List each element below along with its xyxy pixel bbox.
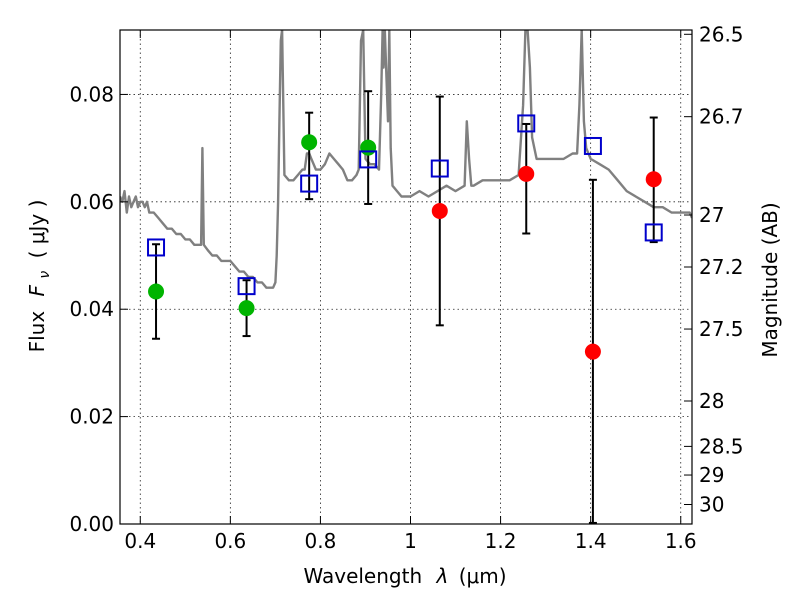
y2-axis-label: Magnitude (AB) (758, 202, 782, 357)
x-axis-label: Wavelength λ (μm) (303, 564, 506, 588)
point-layer (147, 114, 663, 360)
model-photometry-square (359, 150, 378, 169)
model-spectrum-line (120, 30, 692, 289)
mag-tick-label: 29 (699, 463, 724, 487)
y-tick-label: 0.08 (69, 82, 114, 106)
grid-layer (120, 30, 692, 525)
model-photometry-square (237, 277, 256, 296)
x-axis-label-unit: (μm) (459, 564, 507, 588)
model-photometry-square (583, 136, 602, 155)
x-tick-label: 1 (404, 529, 417, 553)
y-axis-label-subscript: ν (37, 271, 53, 279)
mag-tick-label: 26.7 (699, 105, 744, 129)
model-photometry-square (300, 174, 319, 193)
y-axis-label-symbol: F (25, 284, 49, 296)
errorbar-layer (152, 90, 658, 524)
red-data-point (584, 343, 601, 360)
model-spectrum-layer (120, 30, 692, 289)
mag-tick-label: 28.5 (699, 434, 744, 458)
y-axis-label-text: Flux (25, 311, 49, 353)
y-tick-label: 0.04 (69, 297, 114, 321)
mag-tick-label: 27 (699, 203, 724, 227)
mag-tick-label: 27.2 (699, 255, 744, 279)
green-data-point (301, 134, 318, 151)
x-tick-label: 0.6 (214, 529, 246, 553)
y-tick-label: 0.00 (69, 512, 114, 536)
x-axis-label-text: Wavelength (303, 564, 422, 588)
red-data-point (645, 171, 662, 188)
x-tick-label: 1.4 (575, 529, 607, 553)
mag-tick-label: 28 (699, 389, 724, 413)
model-photometry-square (644, 223, 663, 242)
model-photometry-square (430, 159, 449, 178)
x-tick-label: 1.2 (485, 529, 517, 553)
y-tick-label: 0.02 (69, 405, 114, 429)
red-data-point (518, 165, 535, 182)
green-data-point (148, 283, 165, 300)
green-data-point (238, 300, 255, 317)
y-tick-label: 0.06 (69, 190, 114, 214)
mag-tick-label: 26.5 (699, 22, 744, 46)
mag-tick-label: 30 (699, 493, 724, 517)
x-tick-label: 0.4 (124, 529, 156, 553)
model-photometry-square (517, 114, 536, 133)
green-data-point (360, 139, 377, 156)
mag-tick-label: 27.5 (699, 317, 744, 341)
y-axis-label: Flux F ν ( μJy ) (25, 200, 54, 353)
x-axis-label-symbol: λ (436, 564, 449, 588)
model-photometry-square (147, 238, 166, 257)
red-data-point (431, 202, 448, 219)
tick-layer: 0.4 0.6 0.8 1 1.2 1.4 1.6 0.00 0.02 0.04 0.06 0.08 2… (69, 22, 743, 553)
x-tick-label: 1.6 (665, 529, 697, 553)
y-axis-label-unit: ( μJy ) (25, 200, 49, 259)
x-tick-label: 0.8 (305, 529, 337, 553)
plot-frame (119, 29, 693, 525)
